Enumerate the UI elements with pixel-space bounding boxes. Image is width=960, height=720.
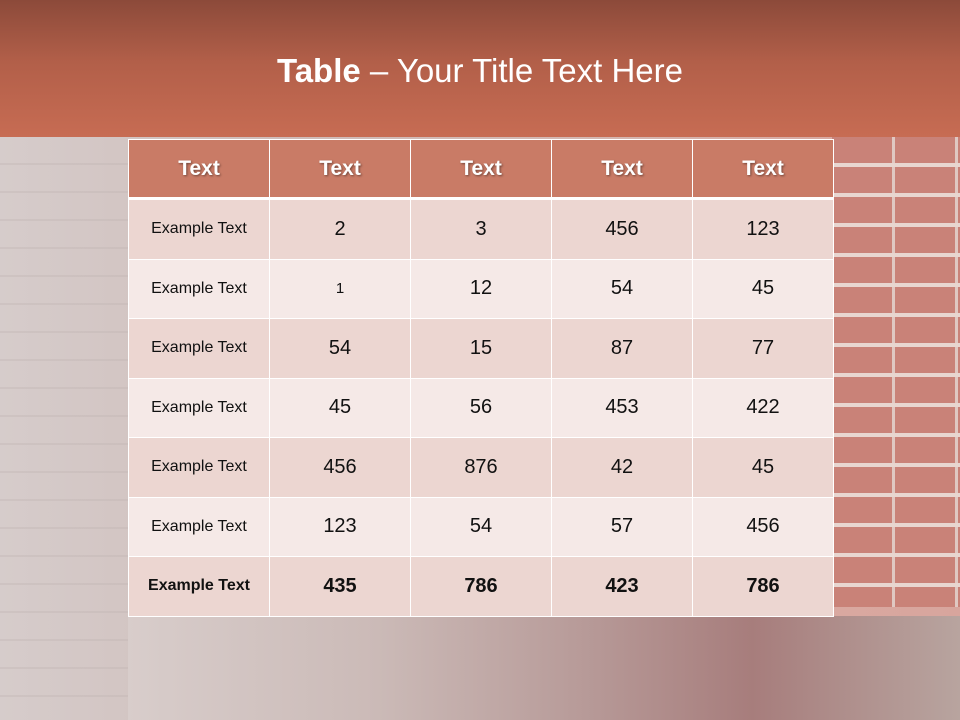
table-cell: 456 — [269, 437, 411, 498]
table-row: Example Text 456 876 42 45 — [128, 437, 834, 498]
title-bold: Table — [277, 52, 361, 89]
table-row: Example Text 435 786 423 786 — [128, 556, 834, 617]
table-cell: 123 — [692, 198, 834, 260]
table-cell: 12 — [410, 258, 552, 319]
table-row: Example Text 54 15 87 77 — [128, 318, 834, 379]
table-row: Example Text 2 3 456 123 — [128, 198, 834, 260]
table-cell: 15 — [410, 318, 552, 379]
table-cell: 786 — [410, 556, 552, 617]
column-header: Text — [269, 139, 411, 200]
table-cell: 435 — [269, 556, 411, 617]
table-cell: 54 — [551, 258, 693, 319]
table-cell: 3 — [410, 198, 552, 260]
title-banner — [0, 0, 960, 137]
table-cell: 77 — [692, 318, 834, 379]
table-cell: 456 — [692, 496, 834, 557]
table-cell: 54 — [269, 318, 411, 379]
table-cell: 87 — [551, 318, 693, 379]
table-cell: 422 — [692, 377, 834, 438]
column-header: Text — [551, 139, 693, 200]
table-row: Example Text 1 12 54 45 — [128, 258, 834, 319]
data-table: Text Text Text Text Text Example Text 2 3 456 12… — [128, 139, 834, 617]
table-row: Example Text 45 56 453 422 — [128, 377, 834, 438]
table-cell: 45 — [692, 258, 834, 319]
table-cell: 1 — [269, 258, 411, 319]
background-photo-bottom — [128, 616, 960, 720]
table-row: Example Text 123 54 57 456 — [128, 496, 834, 557]
table-cell: 42 — [551, 437, 693, 498]
title-rest: – Your Title Text Here — [360, 52, 683, 89]
brick-wall-background — [832, 137, 960, 607]
table-cell: 45 — [692, 437, 834, 498]
table-cell: 123 — [269, 496, 411, 557]
row-label: Example Text — [128, 496, 270, 557]
table-cell: 45 — [269, 377, 411, 438]
column-header: Text — [692, 139, 834, 200]
table-cell: 56 — [410, 377, 552, 438]
row-label: Example Text — [128, 198, 270, 260]
table-cell: 423 — [551, 556, 693, 617]
column-header: Text — [128, 139, 270, 200]
row-label: Example Text — [128, 258, 270, 319]
slide-title: Table – Your Title Text Here — [0, 52, 960, 90]
table-cell: 786 — [692, 556, 834, 617]
table-cell: 2 — [269, 198, 411, 260]
column-header: Text — [410, 139, 552, 200]
table-cell: 54 — [410, 496, 552, 557]
table-header-row: Text Text Text Text Text — [128, 139, 834, 200]
table-cell: 57 — [551, 496, 693, 557]
row-label: Example Text — [128, 556, 270, 617]
background-image — [0, 137, 128, 720]
row-label: Example Text — [128, 318, 270, 379]
table-cell: 876 — [410, 437, 552, 498]
table-cell: 456 — [551, 198, 693, 260]
row-label: Example Text — [128, 437, 270, 498]
row-label: Example Text — [128, 377, 270, 438]
table-cell: 453 — [551, 377, 693, 438]
